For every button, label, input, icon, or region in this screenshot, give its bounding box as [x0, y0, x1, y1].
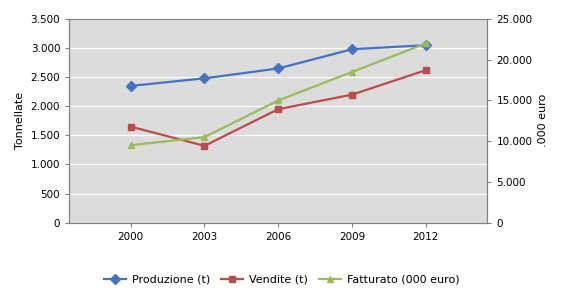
Vendite (t)	[422, 68, 429, 72]
Legend: Produzione (t), Vendite (t), Fatturato (000 euro): Produzione (t), Vendite (t), Fatturato (…	[100, 271, 463, 289]
Vendite (t)	[348, 93, 355, 96]
Fatturato (000 euro)	[422, 42, 429, 45]
Produzione (t)	[127, 84, 134, 88]
Line: Fatturato (000 euro): Fatturato (000 euro)	[127, 40, 429, 149]
Line: Vendite (t): Vendite (t)	[127, 67, 429, 149]
Produzione (t)	[422, 43, 429, 47]
Vendite (t)	[201, 144, 208, 148]
Y-axis label: Tonnellate: Tonnellate	[15, 92, 25, 149]
Produzione (t)	[275, 67, 282, 70]
Vendite (t)	[275, 107, 282, 111]
Fatturato (000 euro)	[275, 99, 282, 102]
Produzione (t)	[201, 77, 208, 80]
Fatturato (000 euro)	[201, 135, 208, 139]
Vendite (t)	[127, 125, 134, 128]
Y-axis label: .000 euro: .000 euro	[538, 94, 548, 148]
Produzione (t)	[348, 47, 355, 51]
Fatturato (000 euro)	[348, 70, 355, 74]
Line: Produzione (t): Produzione (t)	[127, 42, 429, 89]
Fatturato (000 euro)	[127, 143, 134, 147]
